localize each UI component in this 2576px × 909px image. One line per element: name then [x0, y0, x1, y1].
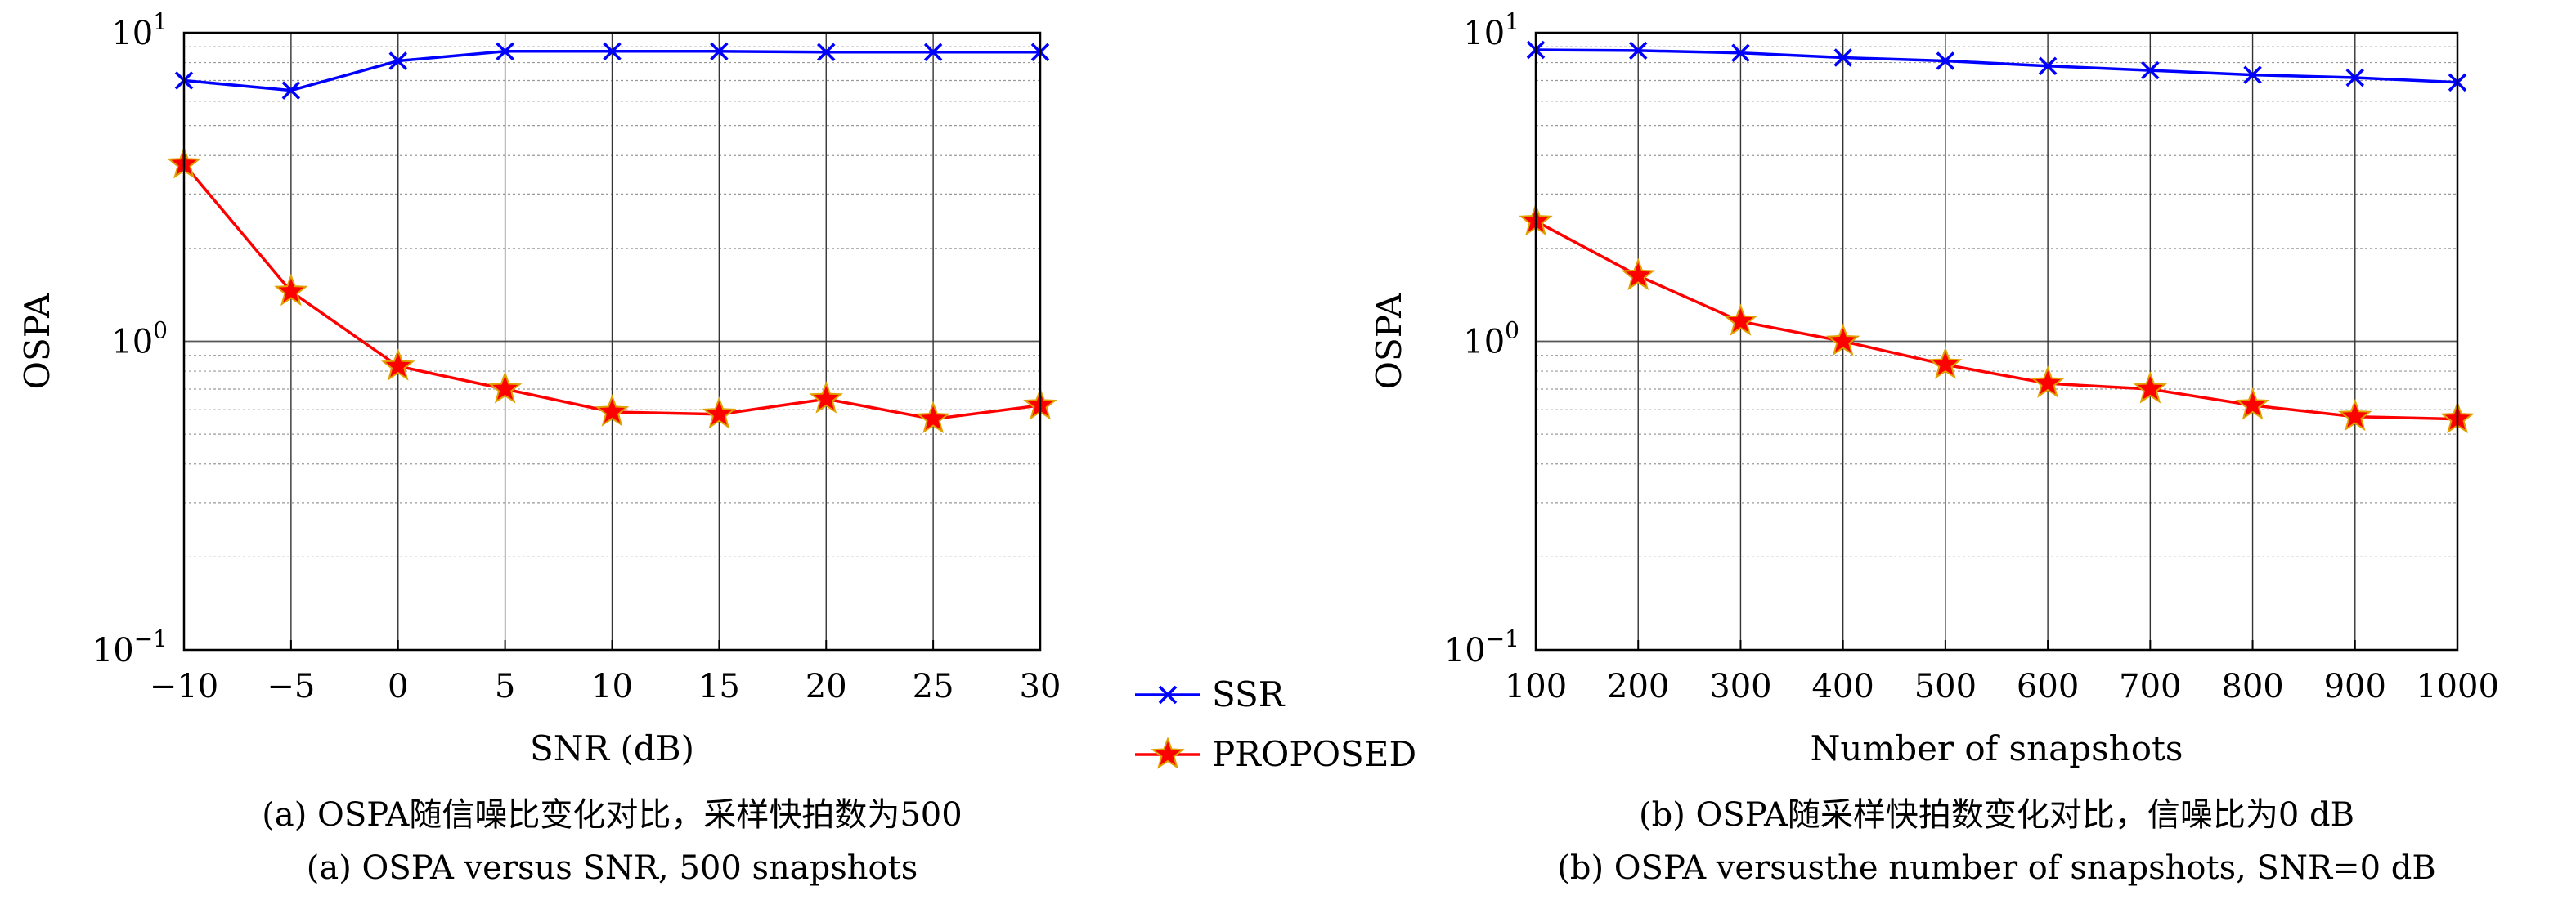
x-tick-label: −5 [267, 668, 315, 705]
x-tick-label: 400 [1811, 668, 1874, 705]
x-tick-label: 600 [2017, 668, 2079, 705]
y-ticks-b: 101 100 10−1 [1444, 8, 1519, 669]
legend-swatch-ssr [1135, 685, 1200, 705]
legend-marker [1158, 685, 1178, 705]
data-point-ssr [710, 42, 729, 61]
x-tick-label: 0 [388, 668, 408, 705]
x-tick-label: −10 [150, 668, 218, 705]
x-ticks-b: 100 200 300 400 500 600 700 800 900 1000 [1505, 640, 2499, 705]
x-tick-label: 25 [913, 668, 954, 705]
data-point-proposed [380, 348, 415, 381]
data-point-proposed [2337, 398, 2372, 432]
x-tick-label: 20 [806, 668, 847, 705]
x-tick-label: 15 [698, 668, 740, 705]
caption-en-b: (b) OSPA versusthe number of snapshots, … [1557, 849, 2436, 887]
grid-b [1536, 33, 2457, 650]
x-ticks-a: −10 −5 0 5 10 15 20 25 30 [150, 640, 1061, 705]
x-tick-label: 900 [2324, 668, 2386, 705]
grid-a [184, 33, 1040, 650]
data-point-proposed [2031, 365, 2065, 398]
series-line-ssr [1535, 48, 2458, 84]
x-tick-label: 1000 [2416, 668, 2499, 705]
data-point-ssr [2243, 65, 2262, 84]
data-point-ssr [817, 43, 836, 62]
data-point-proposed [809, 381, 844, 414]
y-tick-label: 100 [1463, 317, 1519, 361]
legend-label-ssr: SSR [1212, 674, 1286, 714]
x-tick-label: 700 [2119, 668, 2181, 705]
data-point-ssr [2141, 60, 2160, 80]
legend-marker [1151, 737, 1185, 769]
legend-swatch-proposed [1135, 737, 1200, 769]
data-point-ssr [2345, 68, 2365, 87]
data-point-ssr [1628, 41, 1648, 60]
caption-cn-a: (a) OSPA随信噪比变化对比，采样快拍数为500 [262, 796, 962, 834]
caption-en-a: (a) OSPA versus SNR, 500 snapshots [307, 849, 918, 887]
data-point-proposed [1825, 323, 1860, 356]
y-tick-label: 101 [1463, 8, 1519, 52]
data-point-ssr [923, 43, 943, 62]
data-point-ssr [2038, 56, 2058, 75]
y-tick-label: 100 [111, 317, 168, 361]
series-line-proposed [1535, 220, 2458, 421]
legend: SSR PROPOSED [1135, 674, 1416, 774]
data-point-proposed [2133, 371, 2168, 404]
y-tick-label: 10−1 [1444, 625, 1519, 669]
series-layer-a [167, 42, 1057, 434]
legend-item-proposed: PROPOSED [1135, 734, 1416, 774]
x-tick-label: 300 [1709, 668, 1771, 705]
plot-frame-b [1534, 31, 2459, 652]
y-tick-label: 101 [111, 8, 168, 52]
x-tick-label: 30 [1020, 668, 1061, 705]
data-point-proposed [487, 371, 523, 404]
y-tick-label: 10−1 [92, 625, 168, 669]
x-axis-label-a: SNR (dB) [530, 728, 694, 768]
x-tick-label: 500 [1914, 668, 1977, 705]
data-point-proposed [1621, 257, 1656, 291]
y-ticks-a: 101 100 10−1 [92, 8, 168, 669]
data-point-ssr [1731, 43, 1750, 62]
x-axis-label-b: Number of snapshots [1811, 728, 2183, 768]
panel-a: −10 −5 0 5 10 15 20 25 30 101 100 10−1 SNR (dB) OS… [17, 8, 1061, 887]
data-point-ssr [281, 81, 301, 100]
panel-b: 100 200 300 400 500 600 700 800 900 1000 10110010… [1369, 8, 2499, 887]
data-point-proposed [1928, 347, 1963, 379]
data-point-ssr [496, 42, 514, 61]
data-point-proposed [1723, 303, 1758, 336]
caption-cn-b: (b) OSPA随采样快拍数变化对比，信噪比为0 dB [1639, 796, 2354, 834]
y-axis-label-a: OSPA [17, 293, 57, 390]
data-point-proposed [595, 394, 630, 427]
x-tick-label: 800 [2221, 668, 2283, 705]
data-point-ssr [1833, 48, 1852, 67]
data-point-proposed [274, 273, 308, 307]
x-tick-label: 5 [495, 668, 515, 705]
y-axis-label-b: OSPA [1369, 293, 1409, 390]
x-tick-label: 100 [1505, 668, 1567, 705]
data-point-ssr [603, 42, 622, 61]
x-tick-label: 10 [591, 668, 633, 705]
data-point-proposed [916, 401, 950, 434]
x-tick-label: 200 [1607, 668, 1669, 705]
data-point-proposed [702, 396, 737, 429]
data-point-ssr [388, 51, 407, 70]
series-layer-b [1519, 40, 2475, 434]
data-point-ssr [1936, 51, 1955, 70]
legend-item-ssr: SSR [1135, 674, 1286, 714]
data-point-proposed [2235, 387, 2270, 420]
legend-label-proposed: PROPOSED [1212, 734, 1416, 774]
